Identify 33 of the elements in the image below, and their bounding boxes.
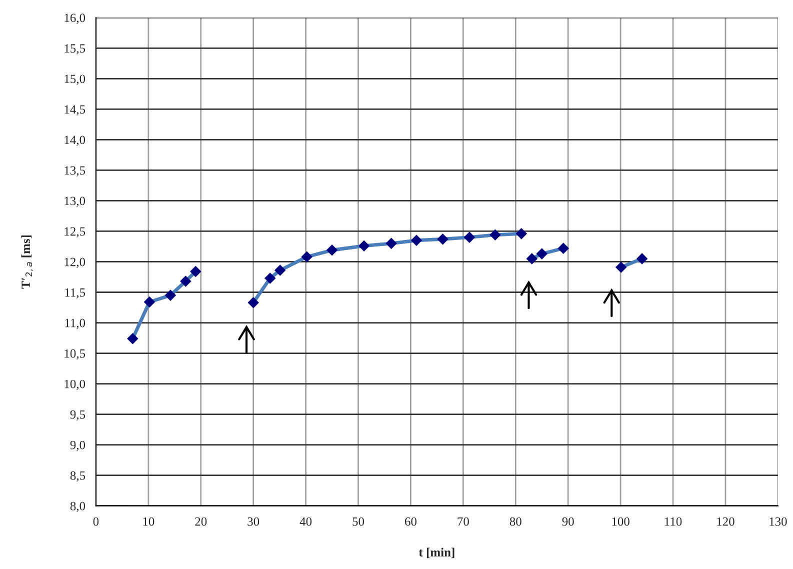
y-tick-label: 11,5 (65, 288, 86, 299)
x-tick-label: 120 (717, 517, 734, 526)
y-tick-label: 9,0 (70, 440, 86, 452)
y-tick-label: 14,0 (64, 136, 86, 146)
x-tick-label: 130 (770, 517, 787, 526)
y-tick-label: 8,0 (70, 502, 86, 512)
x-tick-label: 110 (664, 517, 682, 526)
x-tick-label: 80 (510, 517, 522, 526)
x-tick-label: 100 (612, 517, 630, 526)
y-tick-label: 11,0 (65, 318, 86, 330)
y-tick-label: 9,5 (70, 410, 86, 421)
y-tick-label: 15,5 (64, 44, 86, 54)
y-tick-label: 14,5 (64, 105, 86, 116)
x-tick-label: 90 (562, 517, 574, 526)
y-tick-label: 8,5 (70, 471, 86, 482)
x-tick-label: 30 (248, 517, 260, 526)
x-tick-label: 10 (143, 517, 154, 526)
y-tick-label: 10,5 (64, 349, 86, 360)
y-tick-label: 15,0 (64, 74, 86, 85)
y-tick-label: 13,5 (64, 166, 86, 176)
y-tick-label: 12,5 (64, 227, 86, 238)
x-tick-label: 0 (93, 517, 99, 526)
y-tick-label: 10,0 (64, 380, 86, 390)
x-tick-label: 20 (195, 517, 207, 526)
x-tick-label: 70 (458, 517, 469, 526)
y-tick-label: 12,0 (64, 258, 86, 268)
y-tick-label: 16,0 (64, 14, 86, 24)
x-tick-label: 40 (300, 517, 312, 526)
y-tick-label: 13,0 (64, 196, 86, 207)
y-axis-title: T′$_{2,a}$ [ms] (21, 235, 33, 289)
x-tick-label: 50 (352, 517, 364, 526)
x-axis-title: t [min] (418, 548, 454, 558)
x-tick-label: 60 (405, 517, 416, 526)
